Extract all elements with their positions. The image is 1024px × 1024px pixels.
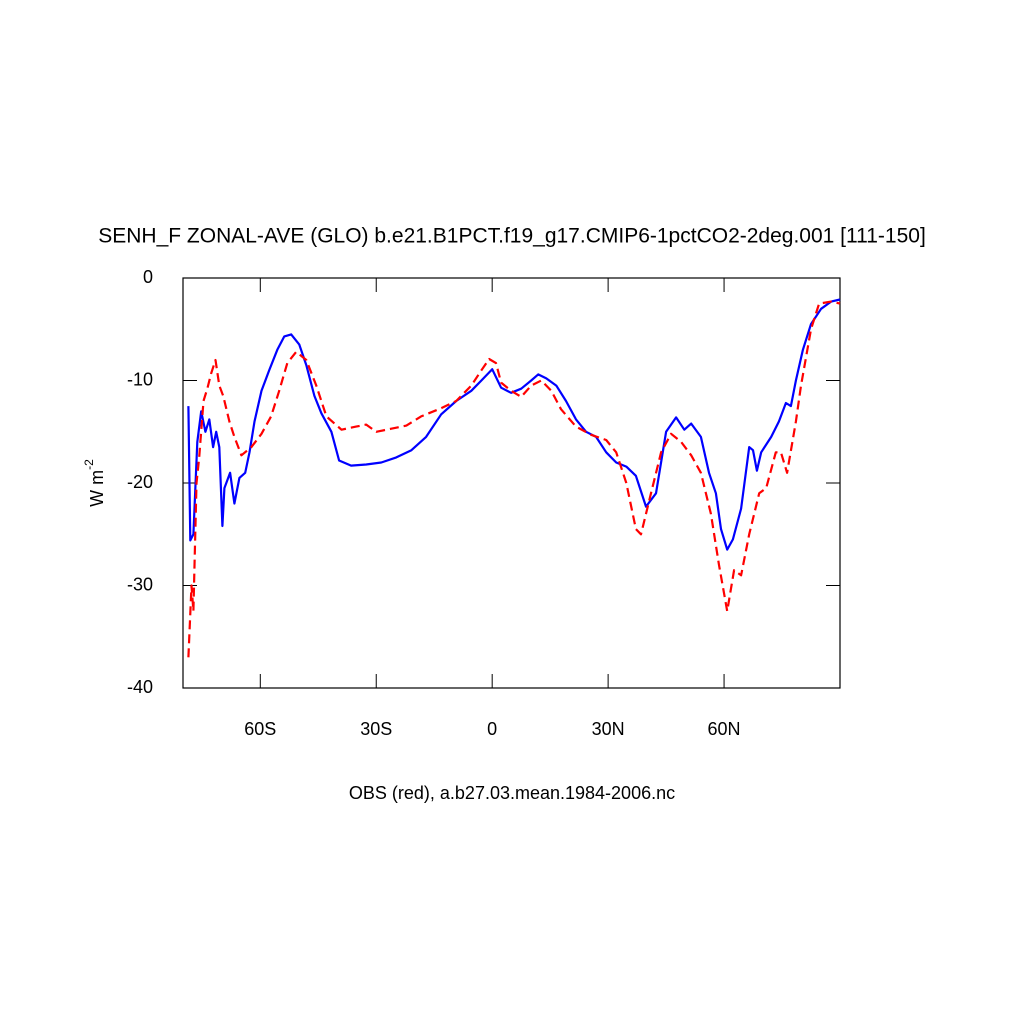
y-tick-label: -30 bbox=[127, 574, 153, 594]
chart-title: SENH_F ZONAL-AVE (GLO) b.e21.B1PCT.f19_g… bbox=[98, 225, 926, 248]
x-tick-label: 60N bbox=[708, 719, 741, 739]
y-tick-label: -40 bbox=[127, 677, 153, 697]
y-axis-label-sup: -2 bbox=[82, 459, 96, 470]
x-tick-label: 30N bbox=[592, 719, 625, 739]
y-axis-label-text: W m bbox=[87, 470, 107, 507]
y-axis-label: W m-2 bbox=[82, 459, 107, 507]
data-line bbox=[187, 300, 841, 658]
x-tick-label: 60S bbox=[244, 719, 276, 739]
x-tick-label: 0 bbox=[487, 719, 497, 739]
data-line bbox=[187, 298, 841, 551]
x-tick-label: 30S bbox=[360, 719, 392, 739]
y-tick-label: 0 bbox=[143, 267, 153, 287]
y-tick-label: -10 bbox=[127, 369, 153, 389]
footer: OBS (red), a.b27.03.mean.1984-2006.nc bbox=[349, 783, 675, 803]
y-tick-label: -20 bbox=[127, 472, 153, 492]
